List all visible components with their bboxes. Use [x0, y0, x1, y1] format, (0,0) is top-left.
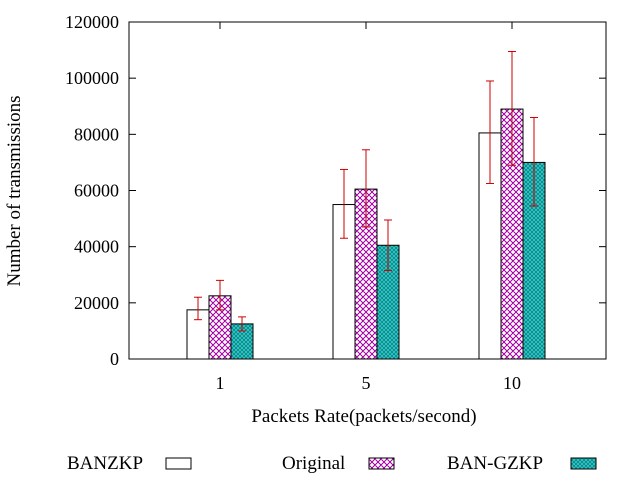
y-tick-label: 40000	[74, 237, 119, 257]
legend-swatch	[165, 457, 192, 470]
legend-label: BANZKP	[67, 453, 143, 474]
y-axis: 0 20000 40000 60000 80000 100000 120000	[65, 12, 606, 369]
legend-swatch	[570, 457, 597, 470]
y-tick-label: 0	[110, 349, 119, 369]
x-tick-label: 5	[362, 373, 371, 393]
legend: BANZKP Original BAN-GZKP	[67, 453, 597, 474]
y-tick-label: 80000	[74, 124, 119, 144]
legend-label: BAN-GZKP	[447, 453, 543, 474]
y-tick-label: 100000	[65, 68, 119, 88]
legend-label: Original	[282, 453, 345, 474]
y-tick-label: 120000	[65, 12, 119, 32]
x-tick-label: 1	[216, 373, 225, 393]
legend-swatch	[368, 457, 395, 470]
y-tick-label: 60000	[74, 181, 119, 201]
x-axis-label: Packets Rate(packets/second)	[251, 406, 476, 427]
y-tick-label: 20000	[74, 293, 119, 313]
x-tick-label: 10	[503, 373, 521, 393]
error-bars	[194, 50, 538, 332]
y-axis-label: Number of transmissions	[4, 95, 25, 286]
bars	[186, 108, 546, 360]
